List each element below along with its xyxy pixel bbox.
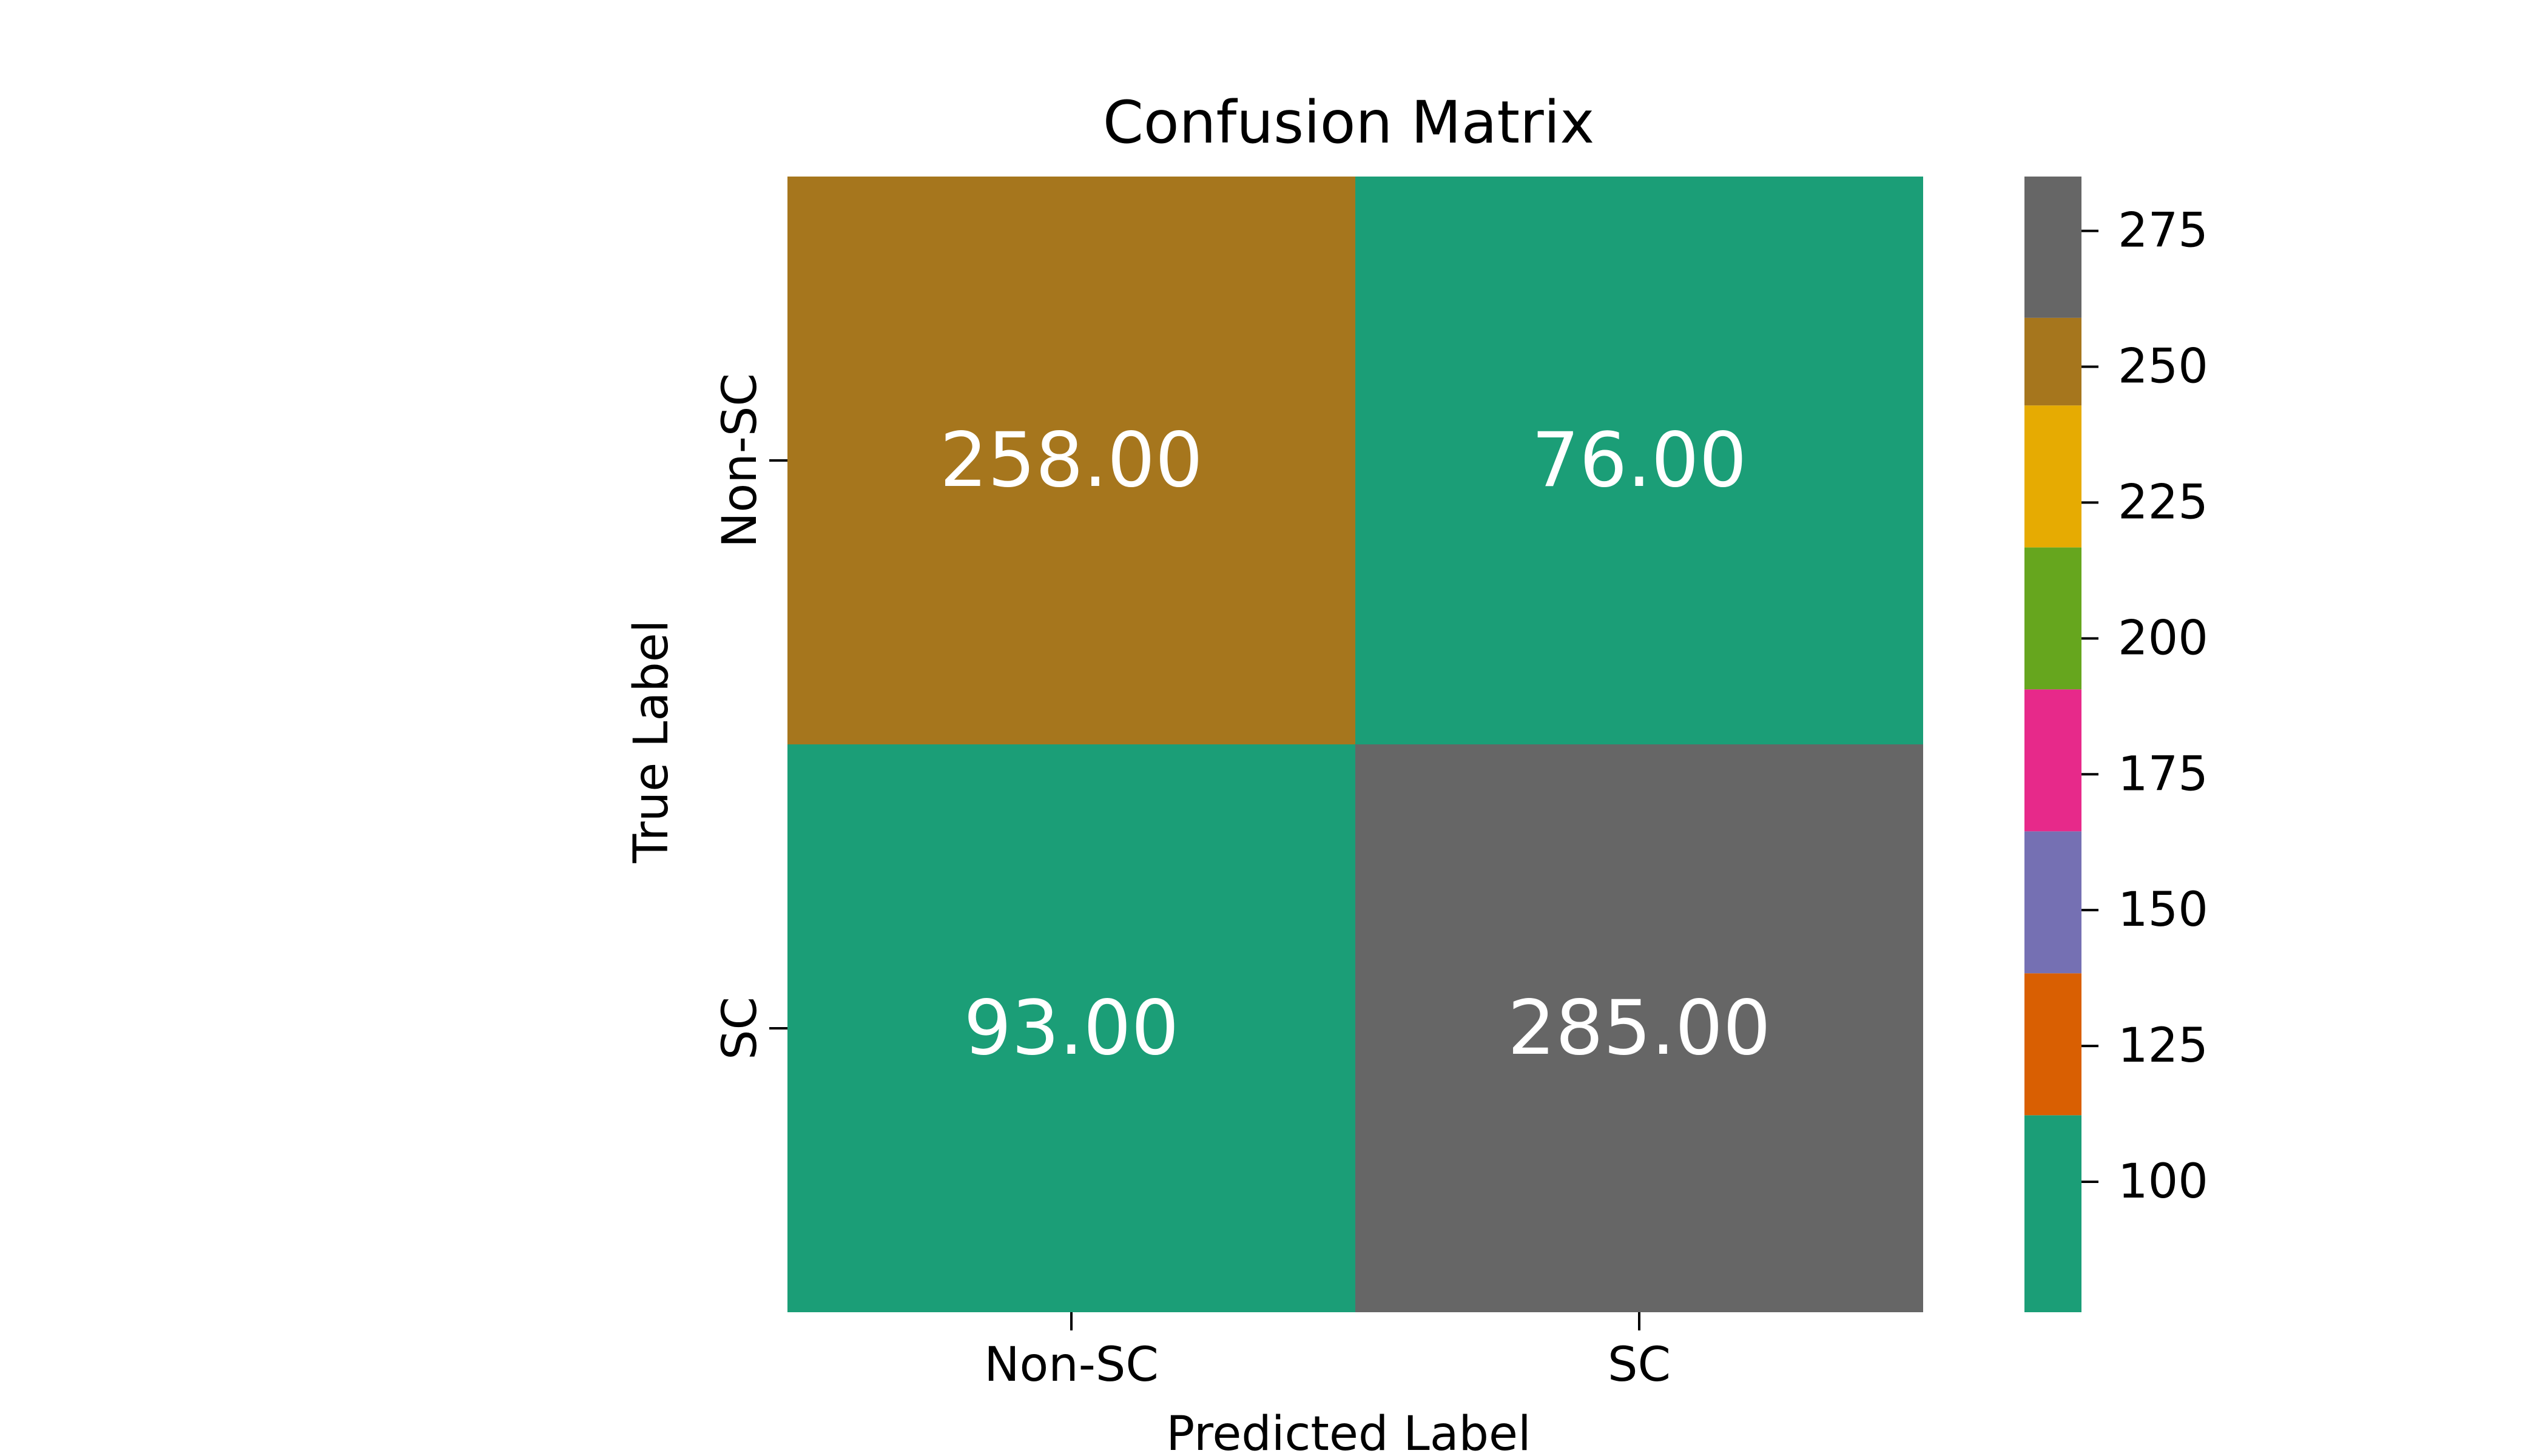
colorbar-axis: 100 125 150 175 200 225 250 275 <box>2081 204 2208 1209</box>
y-tick-label: SC <box>713 997 767 1060</box>
cell-value-label: 258.00 <box>940 417 1203 504</box>
x-tick-label: SC <box>1608 1338 1671 1392</box>
cell-value-label: 93.00 <box>964 985 1179 1072</box>
colorbar-tick-label: 100 <box>2118 1154 2208 1209</box>
colorbar-tick-label: 250 <box>2118 339 2208 394</box>
y-axis: Non-SC SC <box>713 373 787 1060</box>
heatmap-cell <box>1355 744 1923 1312</box>
x-axis: Non-SC SC <box>984 1312 1671 1392</box>
heatmap-cell <box>1355 177 1923 744</box>
cell-value-label: 285.00 <box>1508 985 1771 1072</box>
colorbar-tick-label: 200 <box>2118 611 2208 666</box>
colorbar-band <box>2024 547 2081 690</box>
colorbar <box>2024 177 2081 1312</box>
x-axis-label: Predicted Label <box>1166 1407 1531 1456</box>
colorbar-tick-label: 125 <box>2118 1019 2208 1073</box>
cell-value-label: 76.00 <box>1532 417 1747 504</box>
colorbar-band <box>2024 1115 2081 1312</box>
colorbar-band <box>2024 689 2081 832</box>
colorbar-band <box>2024 405 2081 548</box>
x-tick-label: Non-SC <box>984 1338 1159 1392</box>
colorbar-band <box>2024 831 2081 974</box>
heatmap-cells <box>787 177 1923 1312</box>
colorbar-band <box>2024 973 2081 1116</box>
heatmap-cell <box>787 744 1355 1312</box>
heatmap-cell <box>787 177 1355 744</box>
colorbar-tick-label: 175 <box>2118 747 2208 801</box>
y-axis-label: True Label <box>624 620 679 864</box>
heatmap-cell-labels: 258.00 76.00 93.00 285.00 <box>940 417 1771 1072</box>
colorbar-band <box>2024 177 2081 318</box>
colorbar-tick-label: 275 <box>2118 204 2208 258</box>
colorbar-tick-label: 150 <box>2118 883 2208 937</box>
colorbar-tick-label: 225 <box>2118 475 2208 530</box>
colorbar-band <box>2024 317 2081 406</box>
y-tick-label: Non-SC <box>713 373 767 548</box>
chart-title: Confusion Matrix <box>1103 89 1594 157</box>
